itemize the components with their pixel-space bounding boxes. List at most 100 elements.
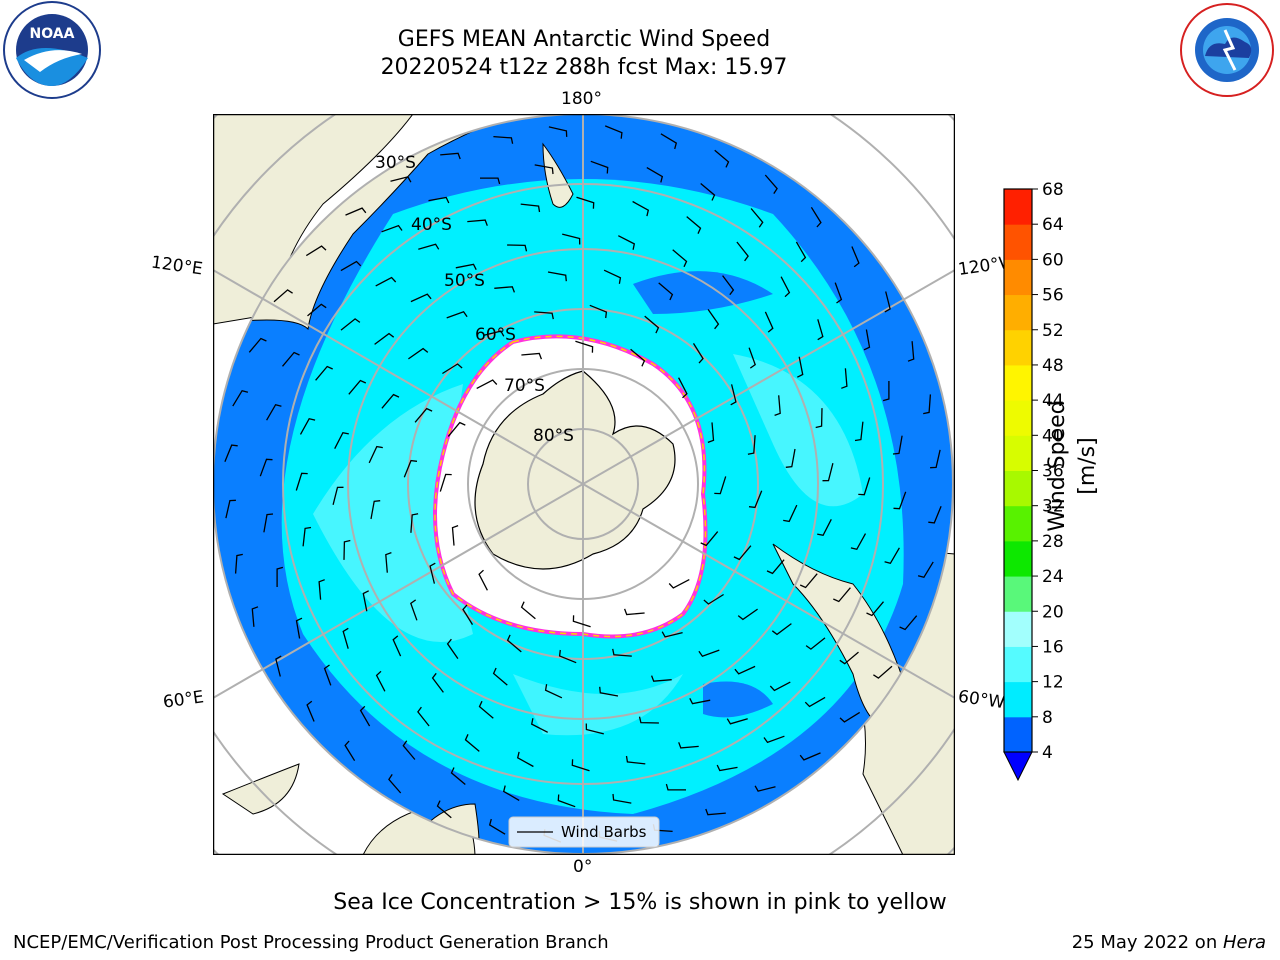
wind-barb (488, 818, 506, 835)
wind-barb (348, 379, 367, 395)
lat-label-40s: 40°S (411, 215, 452, 235)
wind-barb (700, 531, 719, 547)
colorbar-tick-label: 60 (1042, 250, 1064, 270)
wind-barb (660, 133, 678, 150)
wind-barb (494, 286, 516, 293)
wind-barb (388, 774, 402, 794)
colorbar-tick-label: 8 (1042, 708, 1053, 728)
wind-barb (618, 235, 636, 250)
wind-barb (726, 718, 748, 725)
wind-barb (917, 561, 934, 579)
colorbar-segment (1004, 470, 1032, 507)
wind-barb (692, 343, 704, 364)
wind-barb (385, 551, 392, 573)
wind-barb (764, 311, 774, 333)
wind-barb (804, 696, 826, 708)
wind-barb (248, 337, 267, 353)
wind-barb (547, 271, 567, 282)
wind-barb (668, 579, 690, 589)
wind-barb (408, 347, 429, 360)
colorbar-segment (1004, 611, 1032, 647)
wind-barb (839, 651, 859, 665)
colorbar-tick-label: 28 (1042, 532, 1064, 552)
wind-barb (334, 431, 349, 449)
wind-barb (492, 667, 508, 686)
colorbar-under-arrow (1003, 751, 1033, 782)
wind-barb (571, 759, 590, 772)
wind-barb (658, 282, 674, 301)
colorbar-segment (1004, 294, 1032, 331)
wind-barb (661, 631, 683, 638)
colorbar-tick-label: 68 (1042, 180, 1064, 200)
wind-barb (672, 249, 688, 268)
wind-barb (302, 526, 312, 547)
wind-barb (295, 617, 303, 639)
wind-barb (928, 505, 942, 524)
wind-barb (817, 319, 824, 341)
wind-barb (520, 203, 541, 213)
wind-barb (359, 705, 371, 727)
wind-barb (374, 332, 395, 345)
wind-barb (650, 675, 672, 682)
chart-title: GEFS MEAN Antarctic Wind Speed (397, 27, 771, 52)
colorbar-tick-label: 12 (1042, 673, 1064, 693)
wind-barb (381, 393, 400, 409)
wind-barb (493, 135, 514, 144)
colorbar-tick-label: 32 (1042, 497, 1064, 517)
wind-barb (750, 208, 764, 228)
wind-barb (414, 407, 433, 423)
colorbar-tick-label: 36 (1042, 462, 1064, 482)
colorbar-segment (1004, 716, 1032, 753)
wind-barb (502, 785, 520, 801)
colorbar-segment (1004, 259, 1032, 296)
wind-barb (476, 379, 498, 389)
wind-barb (534, 311, 554, 320)
wind-barb (562, 233, 581, 245)
wind-barb (575, 340, 594, 353)
wind-barb (716, 764, 738, 772)
wind-barb (572, 615, 591, 628)
wind-barb (299, 417, 316, 435)
colorbar-segment (1004, 540, 1032, 577)
wind-barb (439, 473, 452, 492)
wind-barb (698, 649, 720, 657)
lat-label-80s: 80°S (533, 426, 574, 446)
wind-barb (623, 608, 645, 616)
wind-barb (282, 351, 300, 367)
wind-barb (754, 785, 776, 792)
wind-barb (345, 207, 367, 216)
wind-barb (362, 590, 369, 612)
wind-barb (799, 752, 821, 761)
wind-barb (417, 706, 430, 727)
wind-barb (707, 422, 715, 444)
wind-barb (263, 513, 274, 533)
wind-barbs (224, 125, 942, 843)
wind-barb (440, 152, 461, 160)
wind-barb (612, 793, 632, 804)
wind-barb (810, 206, 822, 228)
chart-subtitle: 20220524 t12z 288h fcst Max: 15.97 (380, 55, 788, 80)
wind-barb (638, 716, 659, 724)
wind-barb (722, 275, 735, 296)
wind-barb (410, 513, 419, 533)
wind-barb (686, 216, 702, 234)
lon-label-120e: 120°E (149, 252, 204, 280)
wind-barb (841, 368, 848, 389)
wind-barb (483, 330, 505, 337)
wind-barb (544, 684, 563, 699)
wind-barb (381, 224, 403, 233)
wind-barb (805, 637, 826, 650)
wind-barb (764, 174, 778, 194)
wind-barb (599, 686, 619, 697)
nws-logo (1180, 3, 1274, 97)
wind-barb (665, 783, 686, 791)
wind-barb (462, 604, 474, 625)
wind-barb (225, 499, 236, 519)
colorbar-label: Wind Speed [m/s] (1045, 400, 1100, 532)
colorbar-tick-label: 48 (1042, 356, 1064, 376)
wind-barb (714, 476, 727, 495)
wind-barb (342, 627, 349, 649)
wind-barb (769, 681, 791, 692)
wind-barb (455, 263, 477, 270)
colorbar-segment (1004, 224, 1032, 260)
